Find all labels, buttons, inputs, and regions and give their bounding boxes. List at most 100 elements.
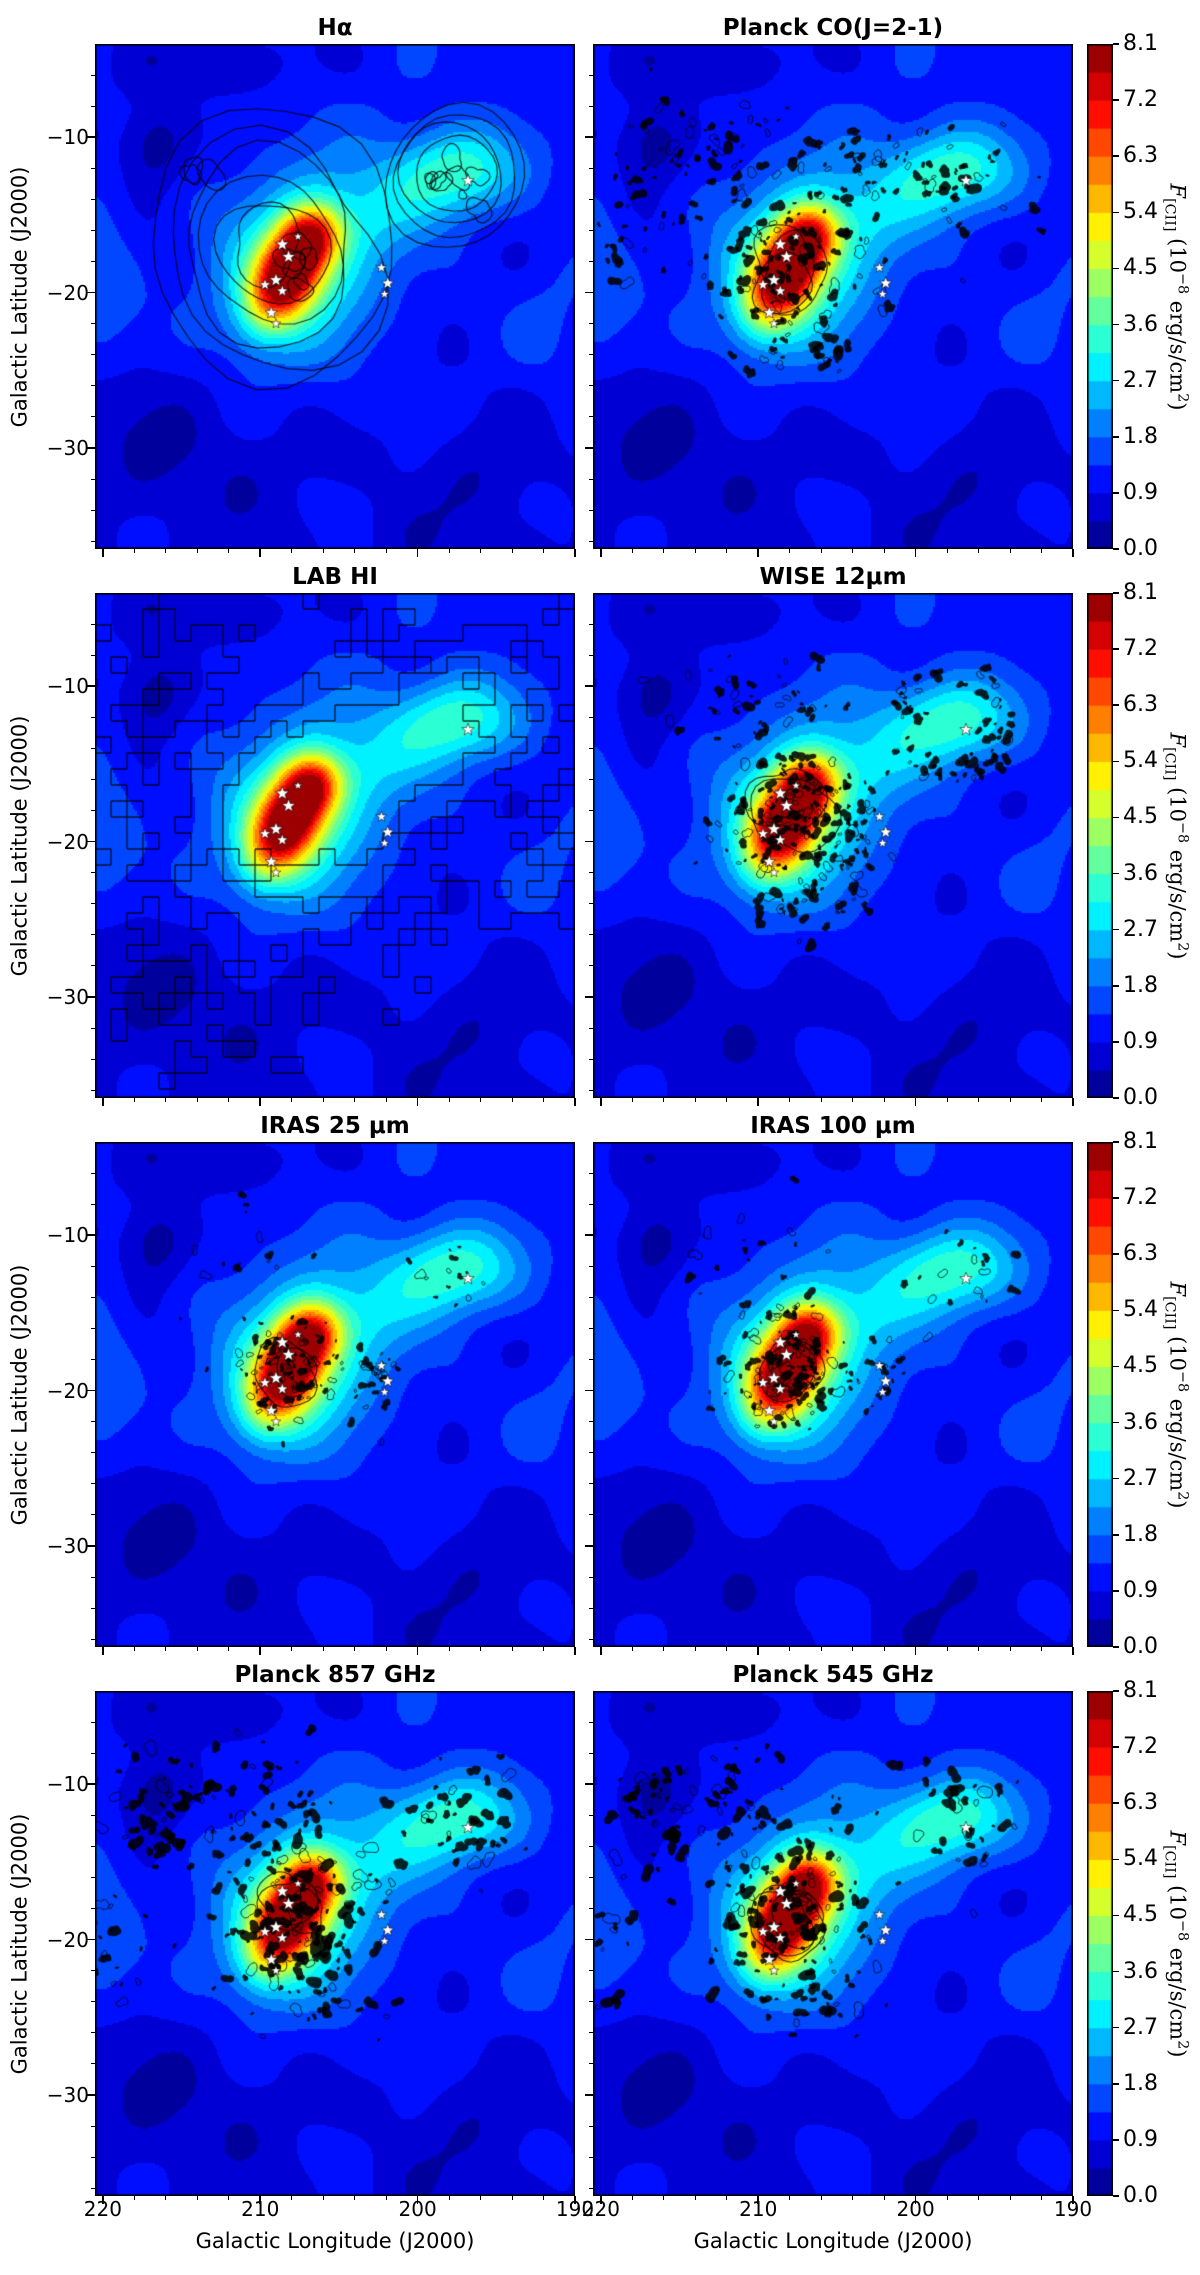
y-major-tick xyxy=(585,136,593,139)
colorbar-tick xyxy=(1113,323,1119,326)
colorbar-tick-label: 4.5 xyxy=(1123,255,1158,281)
y-major-tick xyxy=(585,1783,593,1786)
x-tick-label: 190 xyxy=(1053,2197,1093,2221)
colorbar-tick-label: 0.9 xyxy=(1123,1577,1158,1603)
x-minor-tick xyxy=(726,2196,728,2200)
colorbar-axis-label: F[CII] (10−8 erg/s/cm2) xyxy=(1161,1281,1191,1509)
x-minor-tick xyxy=(448,1647,450,1651)
y-minor-tick xyxy=(589,1908,593,1910)
y-axis-label: Galactic Latitude (J2000) xyxy=(7,715,32,977)
x-minor-tick xyxy=(631,549,633,553)
x-major-tick xyxy=(1072,2196,1074,2204)
colorbar-tick-label: 8.1 xyxy=(1123,580,1158,605)
x-minor-tick xyxy=(133,2196,135,2200)
y-minor-tick xyxy=(91,965,95,967)
colorbar-tick xyxy=(1113,436,1119,438)
heatmap-canvas-planck-857ghz xyxy=(95,1691,575,2196)
x-major-tick xyxy=(574,549,576,557)
y-minor-tick xyxy=(91,1327,95,1329)
y-minor-tick xyxy=(589,1721,593,1723)
x-major-tick xyxy=(259,2196,262,2204)
x-minor-tick xyxy=(480,2196,482,2200)
x-minor-tick xyxy=(511,2196,513,2200)
x-minor-tick xyxy=(1009,1098,1011,1102)
y-minor-tick xyxy=(91,509,95,511)
y-tick-label: −30 xyxy=(46,2083,89,2107)
y-minor-tick xyxy=(91,1908,95,1910)
x-minor-tick xyxy=(322,2196,324,2200)
x-minor-tick xyxy=(852,1647,854,1651)
colorbar-tick-label: 8.1 xyxy=(1123,1129,1158,1154)
y-minor-tick xyxy=(91,654,95,656)
x-major-tick xyxy=(757,1098,760,1106)
x-minor-tick xyxy=(1041,2196,1043,2200)
heatmap-canvas-halpha xyxy=(95,44,575,549)
x-tick-label: 210 xyxy=(241,2197,280,2221)
colorbar-tick-label: 4.5 xyxy=(1123,804,1158,830)
colorbar-tick xyxy=(1113,1802,1119,1804)
x-minor-tick xyxy=(694,1647,696,1651)
x-minor-tick xyxy=(852,1098,854,1102)
y-major-tick xyxy=(87,685,95,688)
colorbar-tick-label: 0.9 xyxy=(1123,1028,1158,1054)
colorbar-tick xyxy=(1113,1914,1119,1917)
y-minor-tick xyxy=(91,1027,95,1029)
colorbar-axis-label: F[CII] (10−8 erg/s/cm2) xyxy=(1161,732,1191,960)
x-major-tick xyxy=(1072,1098,1074,1106)
x-minor-tick xyxy=(322,1647,324,1651)
x-minor-tick xyxy=(480,549,482,553)
y-major-tick xyxy=(585,1389,593,1392)
y-minor-tick xyxy=(91,74,95,76)
y-minor-tick xyxy=(589,2063,593,2065)
y-minor-tick xyxy=(589,229,593,231)
y-axis-row4: Galactic Latitude (J2000) −10 −20 −30 xyxy=(0,1691,95,2196)
x-minor-tick xyxy=(726,1098,728,1102)
x-minor-tick xyxy=(946,549,948,553)
y-minor-tick xyxy=(589,2032,593,2034)
heatmap-canvas-iras-100um xyxy=(593,1142,1073,1647)
x-minor-tick xyxy=(789,1098,791,1102)
x-major-tick xyxy=(416,1647,419,1655)
y-axis-label: Galactic Latitude (J2000) xyxy=(7,166,32,428)
y-minor-tick xyxy=(91,478,95,480)
colorbar-tick-label: 0.0 xyxy=(1123,2183,1158,2208)
y-axis-row3: Galactic Latitude (J2000) −10 −20 −30 xyxy=(0,1142,95,1647)
x-minor-tick xyxy=(228,549,230,553)
colorbar-tick xyxy=(1113,548,1119,550)
x-tick-label: 210 xyxy=(739,2197,778,2221)
colorbar-tick xyxy=(1113,1141,1119,1143)
x-minor-tick xyxy=(228,2196,230,2200)
panel-halpha xyxy=(87,44,576,557)
x-minor-tick xyxy=(228,1647,230,1651)
colorbar-tick xyxy=(1113,1365,1119,1368)
y-major-tick xyxy=(585,1545,593,1547)
y-minor-tick xyxy=(589,965,593,967)
colorbar-tick-label: 8.1 xyxy=(1123,31,1158,56)
y-minor-tick xyxy=(589,74,593,76)
y-minor-tick xyxy=(589,105,593,107)
y-minor-tick xyxy=(589,198,593,200)
x-major-tick xyxy=(600,1647,602,1655)
x-minor-tick xyxy=(1009,549,1011,553)
y-minor-tick xyxy=(589,1203,593,1205)
y-major-tick xyxy=(87,1545,95,1547)
x-major-tick xyxy=(102,1098,104,1106)
x-minor-tick xyxy=(291,1647,293,1651)
colorbar-tick-label: 2.7 xyxy=(1123,2014,1158,2040)
y-minor-tick xyxy=(91,416,95,418)
x-major-tick xyxy=(574,1098,576,1106)
x-major-tick xyxy=(416,549,419,557)
x-minor-tick xyxy=(852,549,854,553)
y-major-tick xyxy=(585,1234,593,1237)
x-major-tick xyxy=(259,549,262,557)
y-minor-tick xyxy=(589,810,593,812)
colorbar-tick-label: 3.6 xyxy=(1123,860,1158,886)
colorbar-tick xyxy=(1113,99,1119,101)
x-major-tick xyxy=(914,1647,917,1655)
colorbar-tick-label: 3.6 xyxy=(1123,1409,1158,1435)
y-tick-label: −10 xyxy=(46,1223,89,1248)
x-minor-tick xyxy=(1009,1647,1011,1651)
colorbar-tick xyxy=(1113,379,1119,382)
y-major-tick xyxy=(87,2094,95,2096)
